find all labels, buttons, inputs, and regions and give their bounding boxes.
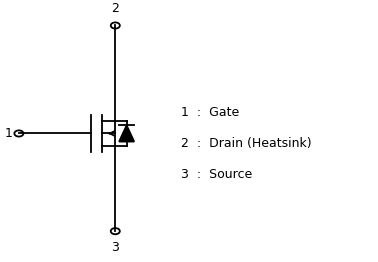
- Text: 2: 2: [112, 2, 119, 15]
- Text: 1  :  Gate: 1 : Gate: [181, 106, 240, 119]
- Polygon shape: [119, 125, 134, 141]
- Text: 3  :  Source: 3 : Source: [181, 168, 253, 181]
- Text: 1: 1: [4, 127, 12, 140]
- Text: 3: 3: [112, 242, 119, 254]
- Text: 2  :  Drain (Heatsink): 2 : Drain (Heatsink): [181, 137, 312, 150]
